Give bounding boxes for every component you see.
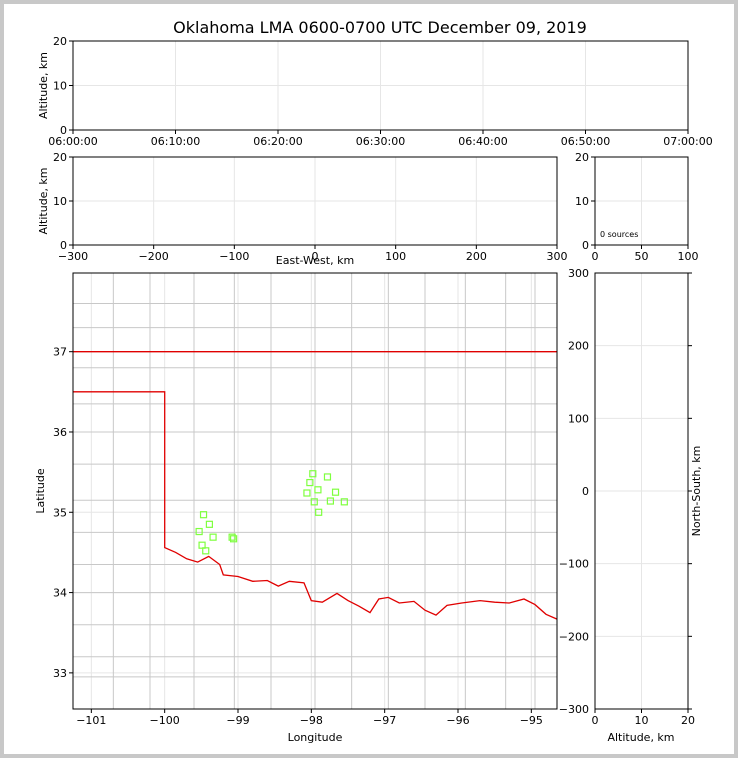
station-marker [309, 470, 317, 478]
y-tick-label: 0 [582, 239, 589, 252]
x-tick-label: 200 [466, 250, 487, 263]
x-tick-label: 300 [547, 250, 568, 263]
y-tick-label: 20 [575, 151, 589, 164]
station-marker [303, 489, 311, 497]
y-tick-label: 0 [60, 124, 67, 137]
y-tick-label: 34 [53, 587, 67, 600]
station-marker [306, 478, 314, 487]
station-marker [331, 488, 340, 496]
y-tick-label: 37 [53, 346, 67, 359]
x-tick-label: 06:20:00 [253, 135, 302, 148]
lma-stations [195, 470, 348, 555]
x-tick-label: −100 [150, 714, 180, 727]
y-tick-label: 36 [53, 426, 67, 439]
x-tick-label: −101 [76, 714, 106, 727]
x-tick-label: 0 [312, 250, 319, 263]
station-marker [202, 547, 210, 555]
figure-title: Oklahoma LMA 0600-0700 UTC December 09, … [173, 18, 587, 37]
ns-height-ylabel: North-South, km [690, 446, 703, 537]
plan-view-ylabel: Latitude [34, 468, 47, 514]
ew-height-ylabel: Altitude, km [37, 167, 50, 234]
x-tick-label: −98 [300, 714, 323, 727]
x-tick-label: −100 [219, 250, 249, 263]
x-tick-label: 20 [681, 714, 695, 727]
x-tick-label: −200 [139, 250, 169, 263]
x-tick-label: 100 [385, 250, 406, 263]
time-height-ylabel: Altitude, km [37, 52, 50, 119]
station-marker [198, 541, 206, 549]
y-tick-label: 0 [60, 239, 67, 252]
y-tick-label: 20 [53, 35, 67, 48]
plan-view-panel: −101 −100 −99 −98 −97 −96 −95 33 34 35 36 37 Latitu… [34, 272, 558, 744]
station-marker [199, 511, 208, 519]
station-marker [310, 498, 318, 506]
histogram-panel: 0 50 100 0 10 20 0 sources [575, 151, 699, 263]
x-tick-label: 06:00:00 [48, 135, 97, 148]
x-tick-label: 100 [678, 250, 699, 263]
station-marker [209, 533, 217, 541]
station-marker [323, 473, 332, 481]
x-tick-label: 0 [592, 250, 599, 263]
station-marker [315, 508, 323, 516]
x-tick-label: −96 [446, 714, 469, 727]
y-tick-label: 100 [568, 412, 589, 425]
station-marker [326, 497, 334, 505]
x-tick-label: 0 [592, 714, 599, 727]
station-marker [230, 535, 238, 543]
x-tick-label: −97 [373, 714, 396, 727]
y-tick-label: −200 [559, 630, 589, 643]
plan-view-xlabel: Longitude [288, 731, 343, 744]
county-boundaries [73, 273, 557, 709]
station-marker [195, 527, 203, 536]
time-height-panel: 06:00:00 06:10:00 06:20:00 06:30:00 06:40:00… [37, 35, 713, 148]
ns-height-panel: 0 10 20 −300 −200 −100 0 100 200 300 North-South,… [559, 267, 703, 744]
ns-height-xlabel: Altitude, km [607, 731, 674, 744]
x-tick-label: −99 [226, 714, 249, 727]
station-marker [314, 486, 322, 494]
x-tick-label: 07:00:00 [663, 135, 712, 148]
figure-frame [4, 4, 734, 754]
y-tick-label: 0 [582, 485, 589, 498]
x-tick-label: 06:50:00 [561, 135, 610, 148]
ew-height-xlabel: East-West, km [276, 254, 354, 267]
x-tick-label: 10 [635, 714, 649, 727]
x-tick-label: −95 [520, 714, 543, 727]
y-tick-label: 35 [53, 506, 67, 519]
y-tick-label: −300 [559, 703, 589, 716]
x-tick-label: 50 [635, 250, 649, 263]
x-tick-label: 06:30:00 [356, 135, 405, 148]
oklahoma-boundary [73, 351, 557, 620]
y-tick-label: 10 [53, 195, 67, 208]
y-tick-label: 10 [53, 80, 67, 93]
plan-view-frame [72, 272, 558, 710]
x-tick-label: −300 [58, 250, 88, 263]
station-marker [205, 520, 213, 528]
x-tick-label: 06:10:00 [151, 135, 200, 148]
y-tick-label: 10 [575, 195, 589, 208]
station-marker [228, 533, 236, 541]
y-tick-label: 200 [568, 340, 589, 353]
y-tick-label: 33 [53, 667, 67, 680]
source-count: 0 sources [600, 230, 638, 239]
y-tick-label: 20 [53, 151, 67, 164]
station-marker [340, 498, 348, 506]
y-tick-label: 300 [568, 267, 589, 280]
ew-height-panel: −300 −200 −100 0 100 200 300 0 10 20 Altitude, km… [37, 151, 568, 267]
y-tick-label: −100 [559, 558, 589, 571]
x-tick-label: 06:40:00 [458, 135, 507, 148]
